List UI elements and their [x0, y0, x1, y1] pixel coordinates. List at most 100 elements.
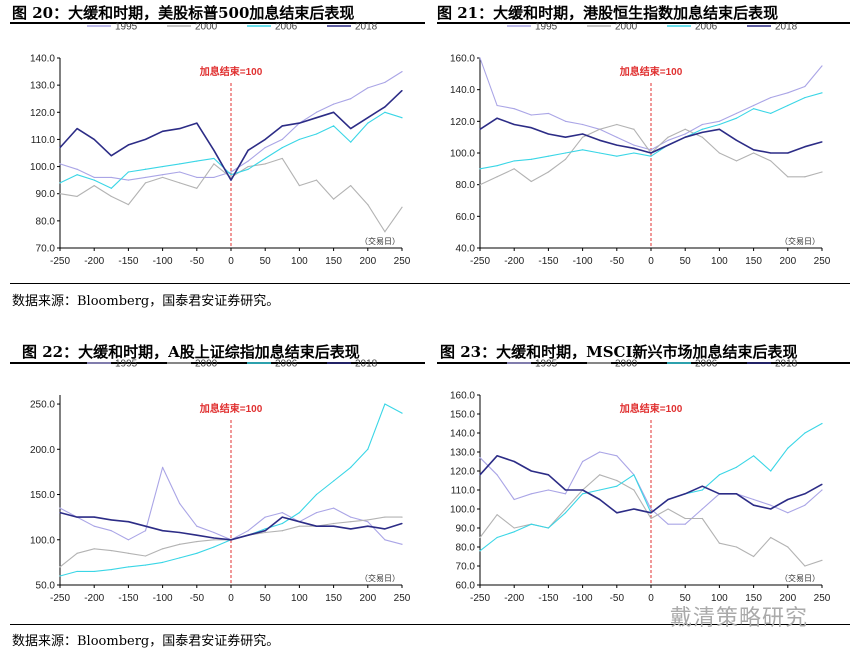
data-point-2006 [718, 474, 720, 476]
data-point-1995 [599, 451, 601, 453]
data-point-2018 [684, 136, 686, 138]
data-point-2018 [76, 127, 78, 130]
data-point-2000 [162, 548, 164, 550]
data-point-2018 [667, 498, 669, 501]
data-point-2000 [633, 489, 635, 491]
data-point-2006 [196, 160, 198, 162]
y-tick-label: 40.0 [456, 244, 476, 255]
title-divider [10, 362, 425, 364]
x-tick-label: 250 [814, 593, 831, 604]
chart-sp500: 140.0 130.0 120.0 110.0 100.0 90.0 80.0 70.0-25… [30, 22, 411, 268]
x-tick-label: -100 [573, 256, 593, 267]
data-point-1995 [496, 104, 498, 107]
data-point-1995 [616, 136, 618, 138]
data-point-2000 [735, 160, 738, 162]
y-tick-label: 100.0 [450, 149, 475, 160]
data-point-1995 [479, 57, 481, 59]
data-point-1995 [787, 92, 789, 94]
data-point-2018 [496, 455, 498, 457]
data-point-2006 [110, 187, 112, 189]
data-point-1995 [770, 96, 772, 99]
data-point-2000 [718, 152, 720, 154]
data-point-2000 [821, 559, 823, 561]
x-tick-label: -250 [50, 256, 70, 267]
data-point-2000 [162, 176, 164, 179]
y-tick-label: 100.0 [450, 505, 475, 516]
data-point-2018 [616, 144, 618, 146]
data-point-2018 [264, 138, 266, 141]
data-point-2000 [770, 160, 772, 162]
data-point-2000 [513, 527, 515, 529]
data-point-1995 [667, 523, 669, 525]
x-axis-label: （交易日） [360, 573, 400, 583]
x-tick-label: 250 [394, 256, 411, 267]
data-point-2000 [616, 479, 618, 482]
x-tick-label: 200 [779, 256, 796, 267]
data-point-2018 [735, 493, 738, 495]
data-point-2000 [701, 136, 703, 138]
data-point-2018 [770, 508, 772, 510]
legend-label-2006: 2006 [275, 22, 298, 33]
x-tick-label: 100 [711, 256, 728, 267]
data-point-2000 [650, 517, 652, 520]
x-tick-label: -100 [153, 256, 173, 267]
data-point-1995 [384, 539, 386, 541]
data-point-2018 [753, 149, 755, 151]
data-point-1995 [367, 87, 369, 89]
x-tick-label: 100 [291, 256, 308, 267]
legend-label-2006: 2006 [275, 359, 298, 370]
data-point-2018 [298, 122, 300, 124]
data-point-2000 [735, 546, 738, 548]
data-point-2018 [479, 474, 481, 476]
data-point-1995 [264, 516, 266, 518]
data-point-2018 [650, 152, 652, 154]
x-axis-label: （交易日） [780, 573, 820, 583]
data-point-1995 [213, 531, 215, 534]
x-tick-label: 150 [745, 256, 762, 267]
data-point-1995 [701, 508, 703, 510]
data-point-1995 [401, 543, 403, 545]
data-point-2006 [93, 179, 95, 181]
data-point-2006 [701, 489, 703, 491]
y-tick-label: 120.0 [450, 117, 475, 128]
data-point-2018 [264, 530, 266, 532]
data-point-2018 [367, 117, 369, 119]
legend-label-1995: 1995 [115, 22, 138, 33]
data-point-2000 [496, 514, 498, 516]
data-point-1995 [530, 493, 532, 495]
y-tick-label: 80.0 [456, 543, 476, 554]
x-tick-label: -150 [118, 256, 138, 267]
data-point-2000 [599, 128, 601, 130]
data-point-2006 [804, 432, 806, 434]
data-point-1995 [821, 489, 823, 491]
data-point-2006 [384, 111, 386, 113]
data-point-2018 [333, 525, 335, 527]
data-point-2000 [281, 157, 283, 160]
data-point-1995 [753, 498, 755, 501]
data-point-2000 [496, 176, 498, 178]
data-point-2006 [496, 536, 498, 539]
data-point-1995 [804, 504, 806, 506]
data-point-1995 [650, 149, 652, 151]
data-point-2018 [127, 144, 129, 146]
data-point-2000 [530, 180, 532, 183]
data-point-1995 [76, 168, 78, 170]
data-point-2006 [479, 168, 481, 170]
data-point-1995 [564, 120, 567, 122]
x-tick-label: -250 [50, 593, 70, 604]
data-point-1995 [701, 123, 703, 126]
data-point-2000 [127, 552, 129, 554]
y-tick-label: 80.0 [456, 180, 476, 191]
x-tick-label: -50 [190, 593, 205, 604]
data-point-2006 [179, 557, 181, 559]
data-point-2000 [599, 474, 601, 476]
data-point-1995 [350, 98, 352, 100]
data-point-2000 [76, 195, 78, 198]
x-tick-label: 0 [648, 256, 654, 267]
chart-msci-em: 160.0 150.0 140.0 130.0 120.0 110.0 100.0 90.0 8… [450, 359, 831, 605]
data-point-2018 [547, 133, 549, 135]
data-point-2000 [76, 552, 78, 554]
data-point-2018 [821, 141, 823, 143]
data-point-2018 [530, 470, 532, 472]
data-point-2006 [787, 447, 789, 449]
